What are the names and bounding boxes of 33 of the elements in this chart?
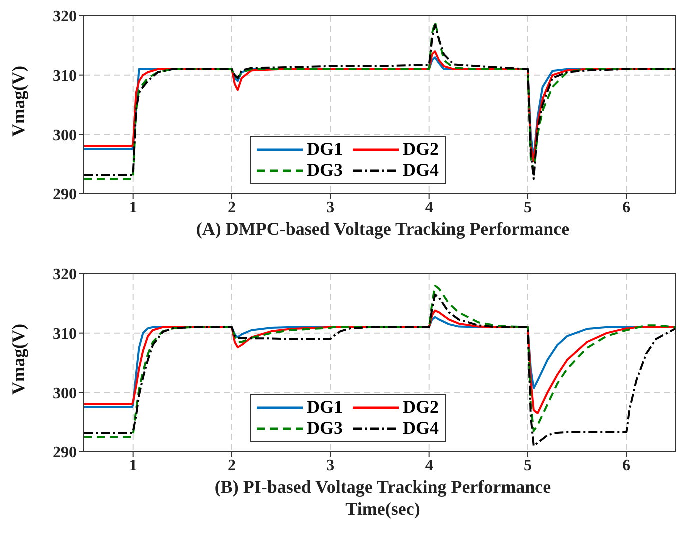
y-tick-label: 310 [53, 68, 77, 86]
x-tick-label: 4 [425, 457, 434, 474]
x-tick-label: 2 [228, 199, 236, 216]
x-tick-label: 1 [129, 199, 138, 216]
y-tick-label: 290 [53, 186, 77, 204]
x-tick-label: 6 [622, 199, 631, 216]
legend-label: DG1 [307, 139, 343, 160]
x-tick-label: 3 [326, 457, 335, 474]
y-axis-title: Vmag(V) [8, 324, 28, 395]
x-tick-label: 1 [129, 457, 138, 474]
legend-label: DG2 [403, 139, 439, 160]
x-tick-label: 6 [622, 457, 631, 474]
y-tick-label: 290 [53, 444, 77, 462]
x-tick-label: 3 [326, 199, 335, 216]
x-tick-label: 5 [524, 457, 532, 474]
x-tick-label: 4 [425, 199, 434, 216]
legend-label: DG3 [307, 418, 343, 439]
y-axis-title: Vmag(V) [8, 66, 28, 137]
legend-label: DG4 [403, 418, 439, 439]
legend-label: DG3 [307, 160, 343, 181]
y-tick-label: 300 [53, 385, 77, 402]
legend-label: DG4 [403, 160, 439, 181]
text: (A) DMPC-based Voltage Tracking Performance [195, 218, 571, 240]
y-tick-label: 300 [53, 127, 77, 144]
x-tick-label: 2 [228, 457, 236, 474]
y-tick-label: 310 [53, 326, 77, 344]
y-tick-label: 320 [53, 8, 77, 26]
legend-label: DG1 [307, 397, 343, 418]
y-tick-label: 320 [53, 266, 77, 284]
legend-label: DG2 [403, 397, 439, 418]
x-axis-title: Time(sec) [344, 498, 422, 520]
text: (B) PI-based Voltage Tracking Performance [214, 476, 552, 498]
x-tick-label: 5 [524, 199, 532, 216]
